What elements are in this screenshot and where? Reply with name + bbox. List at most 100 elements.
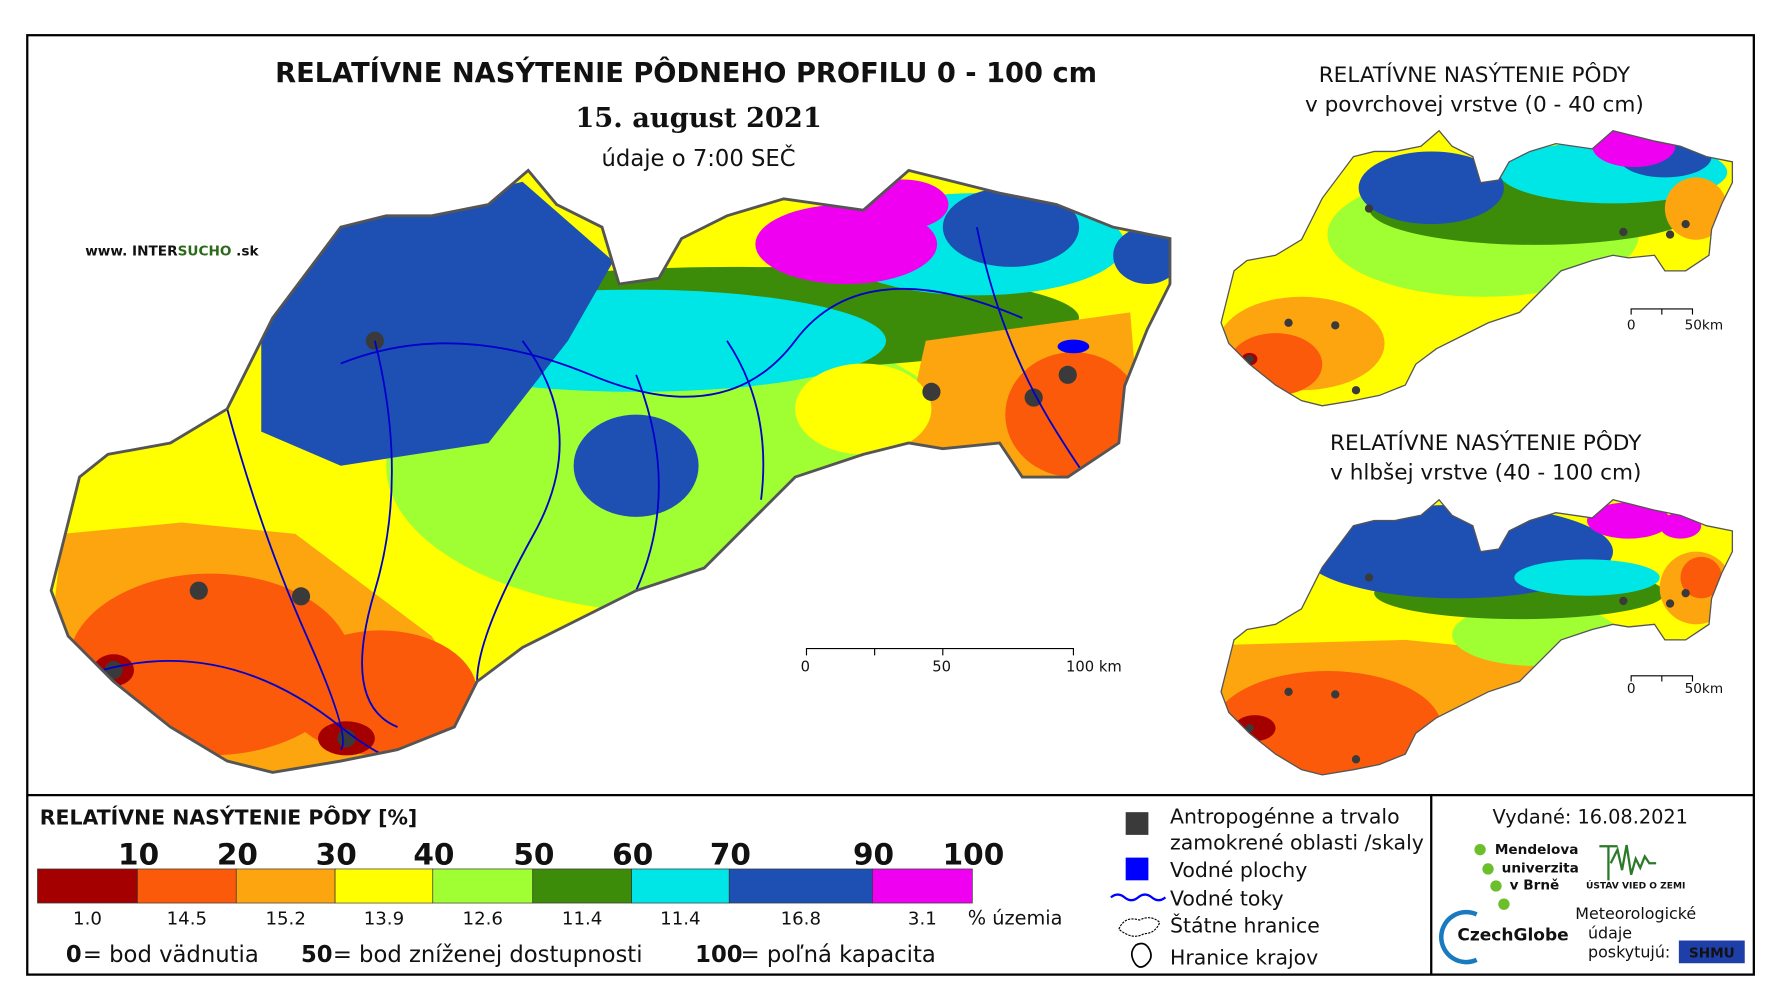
river [340,287,1023,398]
symbol-label: Hranice krajov [1170,945,1318,969]
zone [942,187,1080,267]
urban-area [1619,227,1628,237]
legend-swatch [235,868,336,904]
symbol-label: Vodné toky [1170,886,1284,910]
river [226,408,344,751]
urban-area [1489,162,1498,172]
urban-area [1331,690,1340,699]
river [476,340,561,682]
urban-area [1284,687,1293,696]
website: www. INTERSUCHO .sk [85,244,259,260]
logo-shmu [1678,940,1745,964]
meteo-text: Meteorologické [1575,904,1696,923]
map-fill [51,170,1170,773]
boundary-label: 70 [710,837,751,871]
scale-line [1630,675,1694,682]
logo-dot [1490,880,1502,892]
zone [1358,151,1504,225]
note-value: 50 [301,942,333,968]
urban-area [922,382,941,401]
scale-label: 50km [1685,681,1723,697]
scale-bar [805,308,1694,682]
legend-swatch [532,868,632,904]
zone [1005,352,1142,478]
boundary-label: 60 [612,837,653,871]
legend-title: RELATÍVNE NASÝTENIE PÔDY [%] [40,805,418,830]
river [726,340,765,500]
logo-dot [1482,863,1494,875]
symbol-label: Štátne hranice [1170,913,1320,938]
legend-swatch [631,868,730,904]
zone [1228,333,1323,396]
boundary-label: 20 [217,837,258,871]
boundary-label: 50 [513,837,554,871]
area-unit: % územia [968,907,1063,930]
scale-label: 100 km [1066,658,1122,675]
urban-area [1619,596,1628,606]
inset-title: v povrchovej vrstve (0 - 40 cm) [1305,92,1644,117]
area-label: 12.6 [463,909,503,930]
legend: 1.0 14.5 15.2 13.9 12.6 11.4 11.4 16.8 3.1 10 20 30… [37,837,1062,968]
credits: Vydané: 16.08.2021 Mendelova univerzita … [1439,806,1745,965]
boundary-label: 40 [413,837,454,871]
urban-area [189,581,208,600]
date: 15. august 2021 [575,102,822,134]
boundary-label: 100 [943,837,1005,871]
meteo-text: poskytujú: [1588,943,1670,962]
urban-area [1351,755,1361,764]
urban-area [1681,219,1690,229]
area-label: 3.1 [908,909,937,930]
logo-ustav [1599,844,1657,881]
zone [1664,177,1728,240]
water-body [1057,339,1090,354]
scale-line [1630,308,1694,315]
boundary-label: 30 [316,837,357,871]
note-text: = poľná kapacita [741,942,936,968]
frame [26,34,1755,976]
main-map [49,168,1172,774]
zone [1514,559,1660,596]
urban-area [1364,573,1374,582]
urban-area [1331,321,1340,330]
time-note: údaje o 7:00 SEČ [602,144,796,172]
urban-area [1284,318,1293,327]
river [361,340,398,728]
area-label: 11.4 [660,909,700,930]
symbol-border [1118,917,1161,937]
scale-label: 0 [801,658,810,675]
map-fill [1221,499,1733,775]
symbol-legend: Antropogénne a trvalo zamokrené oblasti … [1110,805,1424,969]
scale-label: 0 [1627,317,1636,333]
logo-text: SHMU [1689,946,1735,962]
area-label: 13.9 [364,909,404,930]
legend-swatch [137,868,237,904]
issued: Vydané: 16.08.2021 [1493,806,1688,829]
inset-title: v hlbšej vrstve (40 - 100 cm) [1330,460,1641,485]
meteo-text: údaje [1588,923,1632,942]
map-fill [1221,130,1733,406]
logo-text: univerzita [1502,860,1579,876]
inset-title: RELATÍVNE NASÝTENIE PÔDY [1319,62,1631,88]
area-label: 15.2 [265,909,305,930]
logo-text: ÚSTAV VIED O ZEMI [1586,879,1685,891]
logo-dot [1474,843,1486,856]
logo-dot [1498,898,1510,910]
zone [261,181,614,466]
title: RELATÍVNE NASÝTENIE PÔDNEHO PROFILU 0 - … [275,57,1097,89]
symbol-water [1125,857,1149,881]
urban-area [1665,230,1675,239]
symbol-label: Vodné plochy [1170,858,1307,882]
area-label: 1.0 [73,909,102,930]
layout: RELATÍVNE NASÝTENIE PÔDNEHO PROFILU 0 - … [26,34,1755,976]
urban-area [1681,589,1690,598]
zone [573,414,699,517]
inset-title: RELATÍVNE NASÝTENIE PÔDY [1330,430,1642,456]
zone [1587,502,1671,539]
note-text: = bod vädnutia [83,942,259,968]
symbol-label: Antropogénne a trvalo [1170,805,1400,829]
symbol-river [1110,893,1167,902]
urban-area [1245,723,1254,733]
legend-swatch [37,868,138,904]
legend-swatch [872,868,973,904]
